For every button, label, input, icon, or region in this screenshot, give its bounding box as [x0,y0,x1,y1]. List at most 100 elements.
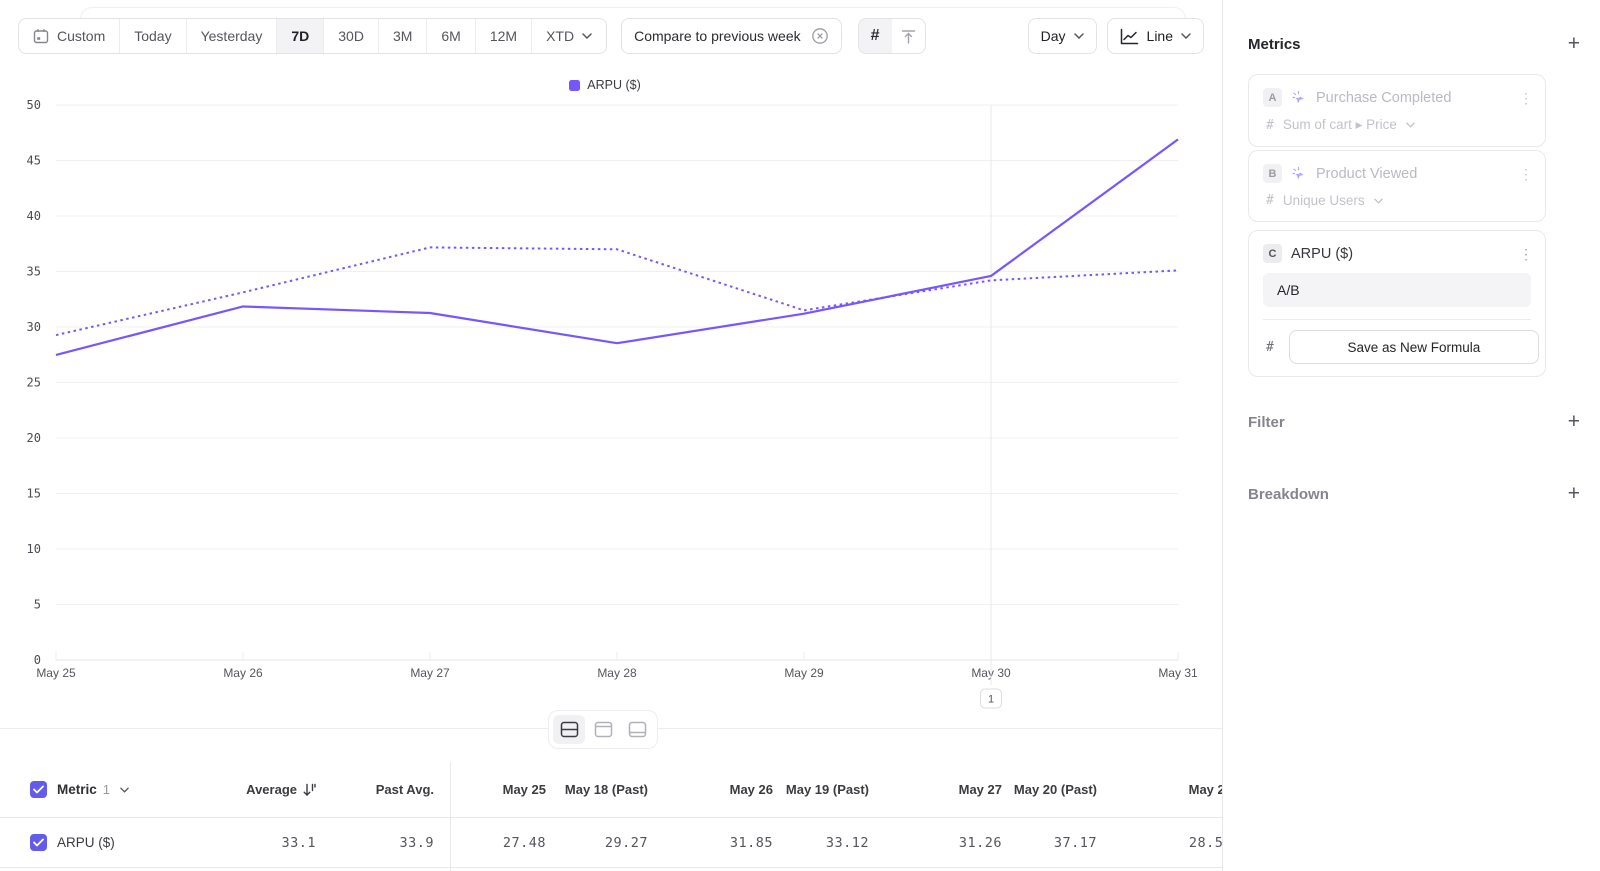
metric-badge-a: A [1263,88,1282,107]
chevron-down-icon [1406,122,1415,128]
add-metric-button[interactable]: + [1567,32,1580,55]
chart-only-toggle[interactable] [587,715,619,744]
x-tick-label: May 31 [1158,666,1198,680]
line-chart-icon [1120,28,1138,44]
kebab-menu-icon[interactable]: ⋮ [1519,89,1533,106]
select-all-checkbox[interactable] [30,781,47,798]
cell-may27: 31.26 [958,834,1002,851]
report-canvas: Custom Today Yesterday 7D 30D 3M 6M 12M … [0,7,1222,871]
granularity-dropdown[interactable]: Day [1027,18,1097,54]
date-range-today[interactable]: Today [119,19,185,53]
chevron-down-icon [1073,33,1084,39]
card-divider [1263,319,1531,320]
y-tick-label: 25 [27,376,41,390]
chart-overlay-toggles: # [857,18,926,54]
y-tick-label: 15 [27,487,41,501]
column-header-may25[interactable]: May 25 [502,782,546,797]
table-row[interactable]: ARPU ($) 33.1 33.9 27.48 29.27 31.85 33.… [0,818,1222,868]
date-range-7d[interactable]: 7D [276,19,324,53]
metric-title-c[interactable]: ARPU ($) [1291,245,1354,262]
kebab-menu-icon[interactable]: ⋮ [1519,165,1533,182]
chevron-down-icon [1373,198,1383,204]
cell-may25: 27.48 [502,834,546,851]
column-header-average[interactable]: Average [246,782,297,797]
x-tick-label: May 28 [597,666,637,680]
x-tick-label: May 25 [36,666,76,680]
past-period-line [55,246,1179,337]
y-tick-label: 45 [27,154,41,168]
annotation-badge-label: 1 [988,694,994,706]
compare-label: Compare to previous week [634,28,801,44]
split-view-toggle[interactable] [553,715,585,744]
add-breakdown-button[interactable]: + [1567,482,1580,505]
date-range-xtd[interactable]: XTD [531,19,606,53]
y-tick-label: 35 [27,265,41,279]
metric-property-a[interactable]: Sum of cart ▸ Price [1282,117,1397,132]
legend-label[interactable]: ARPU ($) [587,78,641,92]
column-header-may20[interactable]: May 20 (Past) [1013,782,1097,797]
metric-title-b[interactable]: Product Viewed [1316,165,1418,182]
panel-bottom-icon [628,721,646,738]
sort-descending-icon[interactable] [303,783,316,797]
event-sparkle-icon [1292,166,1304,179]
hash-grid-icon: # [870,27,880,44]
chart-type-dropdown[interactable]: Line [1106,18,1204,54]
date-range-yesterday[interactable]: Yesterday [185,19,277,53]
y-tick-label: 0 [34,653,41,667]
kebab-menu-icon[interactable]: ⋮ [1519,245,1533,262]
date-range-picker: Custom Today Yesterday 7D 30D 3M 6M 12M … [18,18,608,54]
gridlines-toggle[interactable]: # [858,19,892,53]
panel-layout-toggles [548,710,658,749]
metric-card-a[interactable]: A Purchase Completed ⋮ # Sum of cart ▸ P… [1248,74,1546,147]
metric-column-header[interactable]: Metric [57,782,97,797]
row-checkbox[interactable] [30,834,47,851]
filter-section-title: Filter [1248,414,1285,431]
column-header-may27[interactable]: May 27 [958,782,1002,797]
y-tick-label: 30 [27,320,41,334]
column-header-may28[interactable]: May 28 [1188,782,1222,797]
chevron-down-icon [582,33,592,39]
table-header-row: Metric 1 Average Past Avg. May 25 May 18… [0,762,1222,818]
column-header-past-avg[interactable]: Past Avg. [375,782,434,797]
date-range-12m[interactable]: 12M [474,19,531,53]
date-range-6m[interactable]: 6M [426,19,474,53]
metric-count: 1 [102,782,110,797]
column-header-may26[interactable]: May 26 [729,782,773,797]
cell-may20: 37.17 [1053,834,1097,851]
breakdown-section-title: Breakdown [1248,486,1329,503]
cell-past-avg: 33.9 [399,834,434,851]
chart-toolbar: Custom Today Yesterday 7D 30D 3M 6M 12M … [18,18,1204,54]
column-header-may18[interactable]: May 18 (Past) [564,782,648,797]
compare-chip[interactable]: Compare to previous week [621,18,842,54]
save-as-new-formula-button[interactable]: Save as New Formula [1288,330,1539,364]
table-only-toggle[interactable] [621,715,653,744]
annotations-toggle[interactable] [892,19,925,53]
row-metric-name: ARPU ($) [57,835,115,850]
cell-may19: 33.12 [825,834,869,851]
cell-average: 33.1 [281,834,316,851]
add-filter-button[interactable]: + [1567,410,1580,433]
date-range-label: Custom [57,28,106,44]
metric-card-c[interactable]: C ARPU ($) ⋮ A/B # Save as New Formula [1248,230,1546,377]
date-range-custom[interactable]: Custom [19,19,119,53]
chevron-down-icon [1181,33,1191,39]
chevron-down-icon[interactable] [120,787,129,793]
number-property-icon: # [1266,117,1274,133]
number-property-icon: # [1266,339,1274,355]
y-tick-label: 5 [34,598,41,612]
metric-badge-b: B [1263,164,1282,183]
number-property-icon: # [1266,193,1274,208]
x-tick-label: May 27 [410,666,450,680]
legend-swatch[interactable] [569,79,581,91]
chart-area[interactable]: 0 5 10 15 20 25 30 35 40 45 50 May 25 May 26 May 27 Ma… [0,95,1222,715]
date-range-30d[interactable]: 30D [323,19,378,53]
formula-input[interactable]: A/B [1263,273,1531,307]
column-header-may19[interactable]: May 19 (Past) [785,782,869,797]
metric-title-a[interactable]: Purchase Completed [1316,89,1452,106]
split-view-icon [560,721,578,738]
date-range-3m[interactable]: 3M [377,19,426,53]
close-circle-icon[interactable] [811,27,829,45]
metric-property-b[interactable]: Unique Users [1282,193,1365,208]
metric-card-b[interactable]: B Product Viewed ⋮ # Unique Users [1248,150,1546,222]
query-builder-sidebar: Metrics + A Purchase Completed ⋮ # Sum o… [1222,0,1600,871]
